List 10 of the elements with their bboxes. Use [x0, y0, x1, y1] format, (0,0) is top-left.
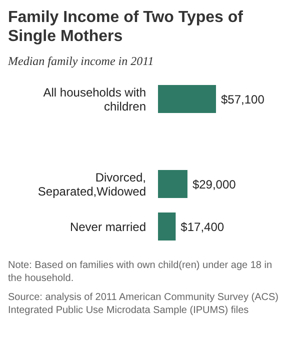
chart-title: Family Income of Two Types of Single Mothers: [8, 8, 244, 46]
y-tick-label: Never married: [70, 220, 146, 234]
data-label: $29,000: [192, 177, 236, 192]
text: Note: Based on families with own child(ren) under age 18 in the household.: [8, 259, 274, 285]
y-tick-label: Divorced, Separated,Widowed: [38, 170, 146, 198]
source-note: Source: analysis of 2011 American Community Survey (ACS) Integrated Public Use Microdata Sample (IPUMS) files: [8, 291, 280, 317]
data-label: $17,400: [180, 220, 224, 234]
data-label: $57,100: [221, 92, 265, 106]
y-tick-label: All households with children: [43, 85, 146, 114]
chart-subtitle: Median family income in 2011: [8, 54, 155, 69]
